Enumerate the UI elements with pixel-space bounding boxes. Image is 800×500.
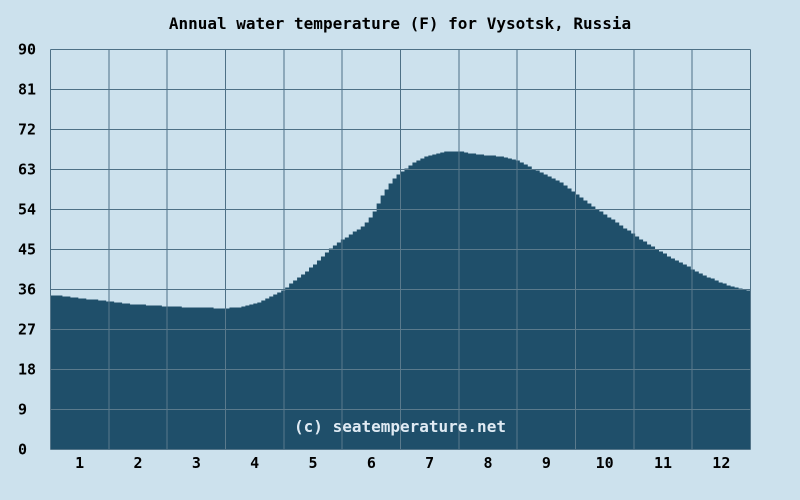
y-tick-label: 90 bbox=[18, 41, 36, 59]
x-axis-labels: 1 2 3 4 5 6 7 8 9 10 11 12 bbox=[75, 454, 730, 472]
y-tick-label: 9 bbox=[18, 401, 27, 419]
chart-title: Annual water temperature (F) for Vysotsk… bbox=[168, 14, 632, 33]
x-tick-label: 5 bbox=[308, 454, 317, 472]
y-tick-label: 0 bbox=[18, 441, 27, 459]
watermark-text: (c) seatemperature.net bbox=[294, 417, 506, 436]
y-tick-label: 45 bbox=[18, 241, 36, 259]
y-tick-label: 72 bbox=[18, 121, 36, 139]
y-tick-label: 54 bbox=[18, 201, 36, 219]
x-tick-label: 11 bbox=[654, 454, 672, 472]
x-tick-label: 2 bbox=[133, 454, 142, 472]
x-tick-label: 6 bbox=[367, 454, 376, 472]
x-tick-label: 9 bbox=[542, 454, 551, 472]
x-tick-label: 3 bbox=[192, 454, 201, 472]
x-tick-label: 4 bbox=[250, 454, 259, 472]
y-tick-label: 18 bbox=[18, 361, 36, 379]
y-tick-label: 27 bbox=[18, 321, 36, 339]
x-tick-label: 8 bbox=[483, 454, 492, 472]
y-axis-labels: 0 9 18 27 36 45 54 63 72 81 90 bbox=[18, 41, 36, 459]
y-tick-label: 63 bbox=[18, 161, 36, 179]
y-tick-label: 36 bbox=[18, 281, 36, 299]
x-tick-label: 1 bbox=[75, 454, 84, 472]
x-tick-label: 12 bbox=[712, 454, 730, 472]
y-tick-label: 81 bbox=[18, 81, 36, 99]
x-tick-label: 7 bbox=[425, 454, 434, 472]
x-tick-label: 10 bbox=[596, 454, 614, 472]
